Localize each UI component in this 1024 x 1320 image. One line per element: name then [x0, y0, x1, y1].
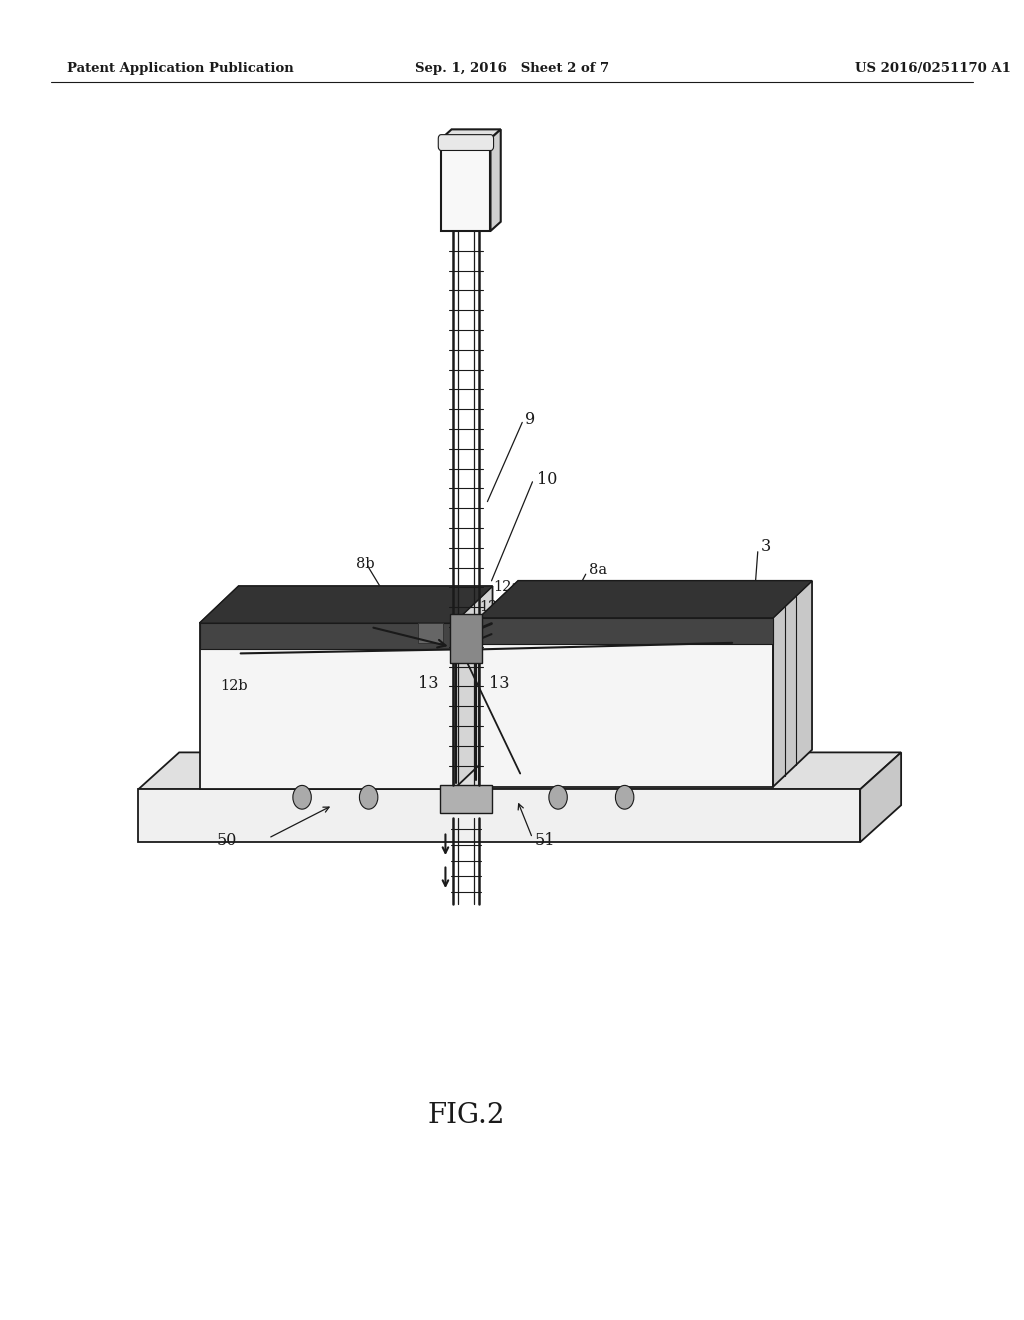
Text: 10: 10: [537, 471, 557, 487]
Polygon shape: [450, 614, 482, 663]
Polygon shape: [441, 139, 490, 231]
Text: US 2016/0251170 A1: US 2016/0251170 A1: [855, 62, 1011, 75]
Text: 3: 3: [761, 539, 771, 554]
Text: 12b: 12b: [479, 601, 507, 614]
Circle shape: [359, 785, 378, 809]
Polygon shape: [454, 586, 493, 789]
Text: Sep. 1, 2016   Sheet 2 of 7: Sep. 1, 2016 Sheet 2 of 7: [415, 62, 609, 75]
Text: 9: 9: [525, 412, 536, 428]
Polygon shape: [479, 581, 812, 618]
Circle shape: [549, 785, 567, 809]
Polygon shape: [860, 752, 901, 842]
Polygon shape: [440, 785, 492, 813]
Text: 8b: 8b: [356, 557, 375, 570]
Text: 12a: 12a: [494, 581, 520, 594]
Text: Patent Application Publication: Patent Application Publication: [67, 62, 293, 75]
Polygon shape: [773, 581, 812, 787]
Polygon shape: [441, 129, 501, 139]
Text: 12b: 12b: [220, 680, 248, 693]
Polygon shape: [418, 623, 443, 643]
Polygon shape: [200, 586, 493, 623]
Text: 13: 13: [418, 676, 438, 692]
FancyBboxPatch shape: [438, 135, 494, 150]
Text: 50: 50: [217, 833, 238, 849]
Polygon shape: [479, 581, 812, 618]
Text: 51: 51: [535, 833, 555, 849]
Polygon shape: [479, 618, 773, 644]
Text: 12a: 12a: [406, 590, 432, 603]
Polygon shape: [490, 129, 501, 231]
Polygon shape: [200, 623, 454, 789]
Polygon shape: [479, 618, 773, 787]
Text: 8a: 8a: [589, 564, 607, 577]
Polygon shape: [138, 789, 860, 842]
Text: 13: 13: [489, 676, 510, 692]
Polygon shape: [138, 752, 901, 789]
Text: FIG.2: FIG.2: [427, 1102, 505, 1129]
Text: 1: 1: [302, 618, 312, 634]
Polygon shape: [200, 586, 493, 623]
Circle shape: [293, 785, 311, 809]
Polygon shape: [200, 623, 454, 649]
Circle shape: [615, 785, 634, 809]
